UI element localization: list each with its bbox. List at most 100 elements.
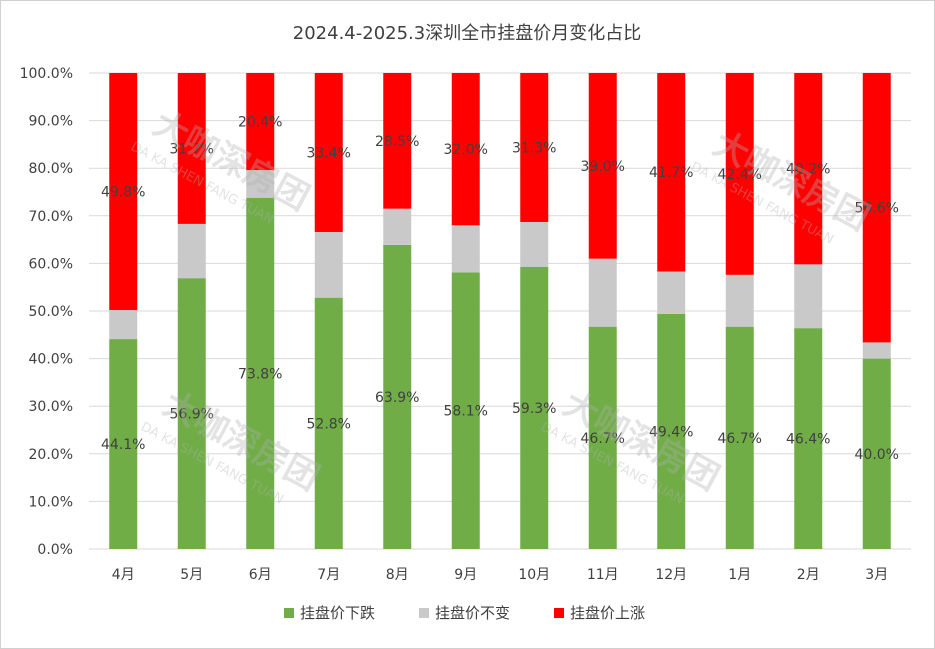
grid-lines (89, 72, 911, 550)
data-label: 33.4% (307, 145, 351, 161)
bar-segment (725, 73, 754, 275)
legend-label: 挂盘价不变 (435, 604, 510, 622)
bar-segment (862, 73, 891, 343)
bar-segment (862, 358, 891, 549)
bar-segment (520, 73, 549, 222)
y-tick-label: 90.0% (29, 114, 73, 130)
y-axis-ticks: 0.0% 10.0% 20.0% 30.0% 40.0% 50.0% 60.0% 70.0% 8… (20, 66, 73, 558)
data-label: 40.0% (855, 447, 899, 463)
bar-segment (657, 313, 686, 549)
x-tick-label: 6月 (249, 567, 272, 583)
bar-segment (725, 326, 754, 549)
bars (109, 73, 891, 549)
data-label: 46.4% (786, 432, 830, 448)
bar-segment (520, 266, 549, 549)
y-tick-label: 50.0% (29, 304, 73, 320)
data-label: 56.9% (170, 407, 214, 423)
bar-segment (451, 225, 480, 273)
y-tick-label: 60.0% (29, 256, 73, 272)
data-label: 49.8% (101, 185, 145, 201)
data-label: 46.7% (718, 431, 762, 447)
x-tick-label: 10月 (518, 567, 550, 583)
data-label: 73.8% (238, 366, 282, 382)
x-tick-label: 7月 (317, 567, 340, 583)
bar-segment (177, 223, 206, 279)
x-axis-ticks: 4月 5月 6月 7月 8月 9月 10月 11月 12月 1月 2月 3月 (112, 567, 888, 583)
data-label: 49.4% (649, 424, 693, 440)
bar-segment (794, 328, 823, 549)
x-tick-label: 9月 (454, 567, 477, 583)
data-label: 46.7% (581, 431, 625, 447)
bar-segment (588, 326, 617, 549)
data-label: 44.1% (101, 437, 145, 453)
chart-title: 2024.4-2025.3深圳全市挂盘价月变化占比 (293, 23, 641, 44)
bar-segment (246, 197, 275, 549)
legend-label: 挂盘价下跌 (300, 604, 375, 622)
bar-segment (451, 272, 480, 549)
bar-segment (246, 73, 275, 171)
data-label: 58.1% (444, 404, 488, 420)
data-labels: 44.1% 49.8% 56.9% 31.7% 73.8% 20.4% 52.8% 33.4%… (101, 115, 899, 463)
y-tick-label: 100.0% (20, 66, 73, 82)
data-label: 56.6% (855, 201, 899, 217)
bar-segment (657, 271, 686, 314)
legend-label: 挂盘价上涨 (570, 604, 645, 622)
bar-segment (520, 221, 549, 267)
bar-segment (383, 208, 412, 245)
data-label: 31.7% (170, 141, 214, 157)
data-label: 39.0% (581, 159, 625, 175)
y-tick-label: 40.0% (29, 352, 73, 368)
bar-segment (862, 342, 891, 359)
bar-segment (246, 170, 275, 198)
bar-segment (109, 339, 138, 549)
legend-swatch (554, 608, 564, 618)
y-tick-label: 70.0% (29, 209, 73, 225)
data-label: 40.2% (786, 162, 830, 178)
bar-segment (383, 73, 412, 209)
bar-segment (109, 310, 138, 340)
data-label: 59.3% (512, 401, 556, 417)
bar-segment (383, 244, 412, 549)
bar-segment (588, 73, 617, 259)
x-tick-label: 8月 (386, 567, 409, 583)
bar-segment (725, 274, 754, 327)
bar-segment (177, 278, 206, 549)
y-tick-label: 20.0% (29, 447, 73, 463)
bar-segment (794, 264, 823, 329)
bar-segment (657, 73, 686, 272)
x-tick-label: 3月 (865, 567, 888, 583)
bar-segment (314, 297, 343, 549)
data-label: 63.9% (375, 390, 419, 406)
legend: 挂盘价下跌 挂盘价不变 挂盘价上涨 (284, 604, 645, 622)
legend-swatch (284, 608, 294, 618)
y-tick-label: 30.0% (29, 399, 73, 415)
data-label: 41.7% (649, 165, 693, 181)
bar-segment (314, 73, 343, 232)
data-label: 28.5% (375, 134, 419, 150)
x-tick-label: 4月 (112, 567, 135, 583)
x-tick-label: 5月 (180, 567, 203, 583)
legend-swatch (419, 608, 429, 618)
data-label: 20.4% (238, 115, 282, 131)
bar-segment (794, 73, 823, 265)
bar-segment (177, 73, 206, 224)
data-label: 52.8% (307, 416, 351, 432)
data-label: 31.3% (512, 140, 556, 156)
y-tick-label: 0.0% (37, 542, 73, 558)
data-label: 32.0% (444, 142, 488, 158)
x-tick-label: 11月 (587, 567, 619, 583)
y-tick-label: 80.0% (29, 161, 73, 177)
x-tick-label: 1月 (728, 567, 751, 583)
x-tick-label: 2月 (797, 567, 820, 583)
data-label: 42.4% (718, 167, 762, 183)
y-tick-label: 10.0% (29, 494, 73, 510)
x-tick-label: 12月 (655, 567, 687, 583)
bar-segment (314, 231, 343, 298)
bar-segment (109, 73, 138, 311)
